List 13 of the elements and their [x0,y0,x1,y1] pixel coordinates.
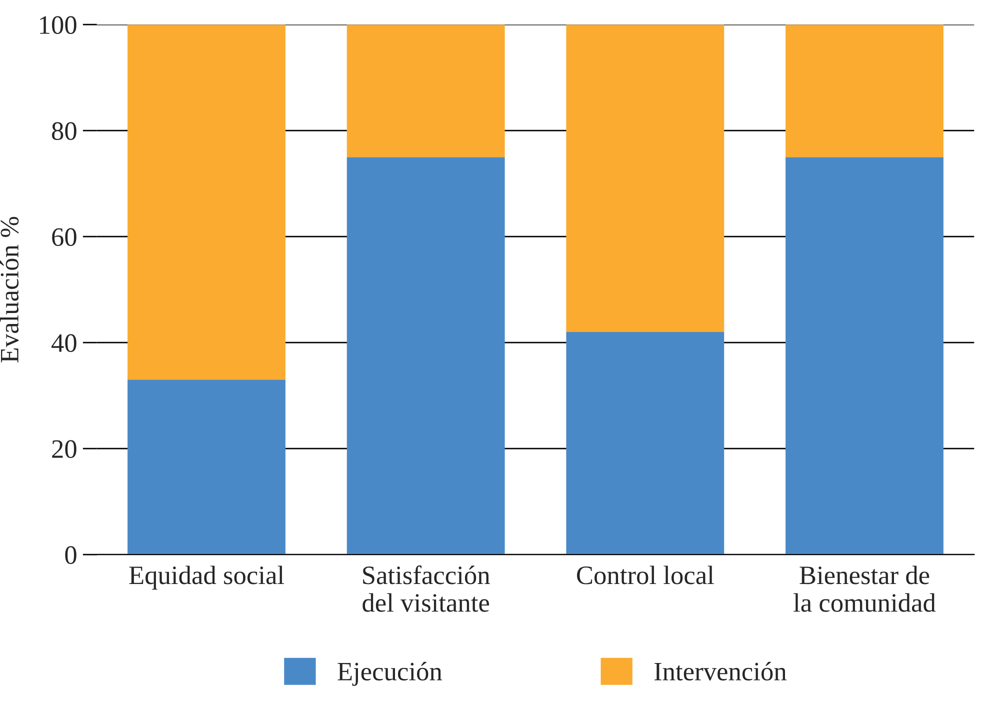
x-tick-label: Control local [576,566,714,584]
legend-label: Ejecución [338,662,442,686]
y-tick-label: 80 [52,122,76,140]
x-tick-label: Bienestar de la comunidad [794,566,936,612]
legend-label: Intervención [654,662,786,681]
y-tick-label: 20 [52,440,76,458]
x-tick-label: Satisfacción del visitante [362,565,490,612]
y-tick-label: 100 [40,16,76,34]
y-tick-label: 0 [65,546,76,564]
x-tick-label: Equidad social [129,566,284,590]
y-tick-label: 40 [52,334,76,352]
y-axis-title: Evaluación % [0,216,19,362]
y-tick-label: 60 [52,228,76,246]
